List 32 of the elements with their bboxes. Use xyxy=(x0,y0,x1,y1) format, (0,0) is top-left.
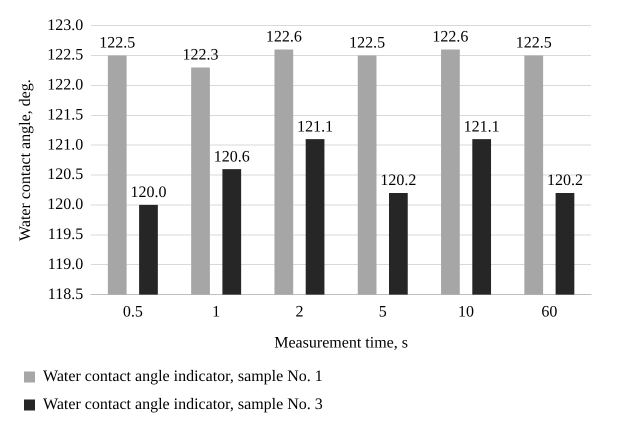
data-label: 121.1 xyxy=(297,118,334,136)
data-label: 122.6 xyxy=(432,28,468,46)
y-axis-title: Water contact angle, deg. xyxy=(16,79,34,241)
x-tick-label: 0.5 xyxy=(122,303,143,320)
x-tick-label: 1 xyxy=(212,303,220,320)
data-label: 120.0 xyxy=(130,184,166,202)
y-tick-label: 122.5 xyxy=(47,46,84,64)
x-axis-title: Measurement time, s xyxy=(274,334,408,352)
y-tick-label: 123.0 xyxy=(47,16,84,34)
data-label: 122.5 xyxy=(516,34,552,52)
legend-label: Water contact angle indicator, sample No. 1 xyxy=(43,368,323,386)
data-label: 122.3 xyxy=(182,46,219,64)
y-tick-label: 119.0 xyxy=(48,256,84,273)
y-tick-label: 122.0 xyxy=(47,76,84,94)
y-tick-label: 119.5 xyxy=(48,226,84,244)
data-label: 120.2 xyxy=(380,172,416,190)
y-tick-label: 121.0 xyxy=(47,136,84,154)
y-tick-label: 120.5 xyxy=(47,166,84,184)
data-label: 122.5 xyxy=(99,34,136,52)
x-tick-label: 60 xyxy=(541,303,558,320)
x-tick-label: 5 xyxy=(378,303,387,320)
data-label: 122.5 xyxy=(349,34,386,52)
data-label: 120.2 xyxy=(546,172,583,190)
y-tick-label: 121.5 xyxy=(47,106,84,124)
legend-label: Water contact angle indicator, sample No. 3 xyxy=(43,396,323,414)
x-tick-label: 10 xyxy=(458,303,474,320)
y-tick-label: 120.0 xyxy=(47,196,84,214)
y-tick-label: 118.5 xyxy=(48,286,84,303)
data-label: 121.1 xyxy=(464,118,500,136)
x-tick-label: 2 xyxy=(295,303,304,320)
data-label: 122.6 xyxy=(266,28,302,46)
data-label: 120.6 xyxy=(214,148,250,166)
